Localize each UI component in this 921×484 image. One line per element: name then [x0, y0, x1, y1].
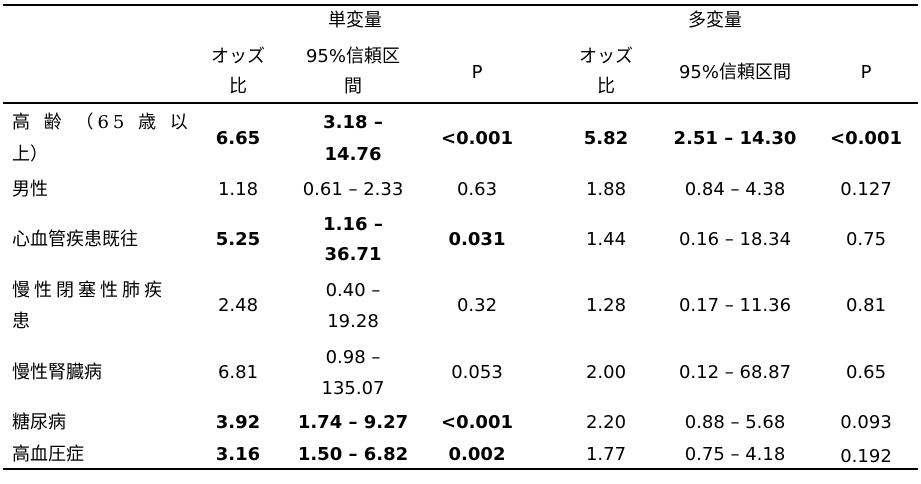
- multi-or-value: 2.20: [585, 412, 627, 433]
- uni-p-value: 0.031: [448, 229, 506, 250]
- uni-p-value: 0.002: [448, 444, 506, 465]
- uni-or-value: 6.81: [217, 362, 259, 383]
- uni-p-value: <0.001: [440, 128, 514, 149]
- multi-p-value: 0.65: [845, 362, 887, 383]
- multi-or-value: 1.77: [585, 444, 627, 465]
- uni-p-value: 0.053: [451, 362, 503, 383]
- multi-p-value: 0.75: [845, 229, 887, 250]
- row-label-line1: 高 齢 （65 歳 以: [12, 112, 192, 133]
- uni-ci-value-line2: 135.07: [321, 378, 385, 399]
- uni-ci-value: 1.74 – 9.27: [297, 412, 409, 433]
- multi-ci-value: 0.84 – 4.38: [684, 179, 786, 200]
- row-label-line1: 心血管疾患既往: [12, 229, 138, 250]
- multi-p-value: 0.127: [840, 179, 892, 200]
- multi-p-value: <0.001: [829, 128, 903, 149]
- uni-ci-value-line2: 36.71: [324, 244, 382, 265]
- uni-or-value: 2.48: [217, 295, 259, 316]
- multi-or-header-line2: 比: [597, 76, 615, 97]
- uni-or-header-line2: 比: [229, 76, 247, 97]
- row-label-line1: 糖尿病: [12, 412, 66, 433]
- multi-p-value: 0.093: [840, 412, 892, 433]
- uni-p-value: 0.63: [456, 179, 498, 200]
- multi-ci-value: 0.16 – 18.34: [678, 229, 792, 250]
- group-univariate: 単変量: [328, 10, 382, 31]
- uni-p-value: <0.001: [440, 412, 514, 433]
- uni-ci-header-line1: 95%信頼区: [305, 46, 400, 67]
- row-label-line1: 男性: [12, 179, 48, 200]
- multi-ci-header: 95%信頼区間: [678, 62, 791, 83]
- multi-ci-value: 0.17 – 11.36: [678, 295, 792, 316]
- bottom-rule: [3, 468, 918, 470]
- uni-ci-value-line2: 19.28: [327, 311, 379, 332]
- uni-or-value: 1.18: [217, 179, 259, 200]
- multi-ci-value: 0.88 – 5.68: [684, 412, 786, 433]
- multi-or-header-line1: オッズ: [579, 46, 633, 67]
- header-bottom-rule: [3, 102, 918, 104]
- multi-ci-value: 2.51 – 14.30: [673, 128, 797, 149]
- uni-or-value: 5.25: [215, 229, 261, 250]
- uni-or-header-line1: オッズ: [211, 46, 265, 67]
- uni-or-value: 6.65: [215, 128, 261, 149]
- row-label-line2: 上）: [12, 144, 48, 165]
- multi-p-value: 0.81: [845, 295, 887, 316]
- multi-or-value: 5.82: [583, 128, 629, 149]
- uni-ci-value-line2: 14.76: [324, 144, 382, 165]
- row-label-line1: 高血圧症: [12, 444, 84, 465]
- uni-ci-value-line1: 0.40 –: [325, 280, 381, 301]
- row-label-line2: 患: [12, 311, 30, 332]
- uni-ci-value-line1: 0.98 –: [325, 347, 381, 368]
- uni-ci-value: 0.61 – 2.33: [302, 179, 404, 200]
- row-label-line1: 慢性閉塞性肺疾: [12, 280, 166, 301]
- multi-or-value: 1.44: [585, 229, 627, 250]
- multi-p-header: P: [860, 62, 872, 83]
- multi-ci-value: 0.75 – 4.18: [684, 444, 786, 465]
- uni-p-header: P: [471, 62, 483, 83]
- multi-ci-value: 0.12 – 68.87: [678, 362, 792, 383]
- multi-p-value: 0.192: [840, 446, 892, 467]
- multi-or-value: 1.88: [585, 179, 627, 200]
- uni-ci-value-line1: 1.16 –: [323, 214, 383, 235]
- top-rule: [3, 4, 918, 6]
- uni-ci-value: 1.50 – 6.82: [297, 444, 409, 465]
- uni-ci-value-line1: 3.18 –: [323, 112, 383, 133]
- uni-ci-header-line2: 間: [344, 76, 362, 97]
- multi-or-value: 2.00: [585, 362, 627, 383]
- row-label-line1: 慢性腎臓病: [12, 362, 102, 383]
- multi-or-value: 1.28: [585, 295, 627, 316]
- uni-p-value: 0.32: [456, 295, 498, 316]
- group-multivariate: 多変量: [688, 10, 742, 31]
- uni-or-value: 3.16: [215, 444, 261, 465]
- uni-or-value: 3.92: [215, 412, 261, 433]
